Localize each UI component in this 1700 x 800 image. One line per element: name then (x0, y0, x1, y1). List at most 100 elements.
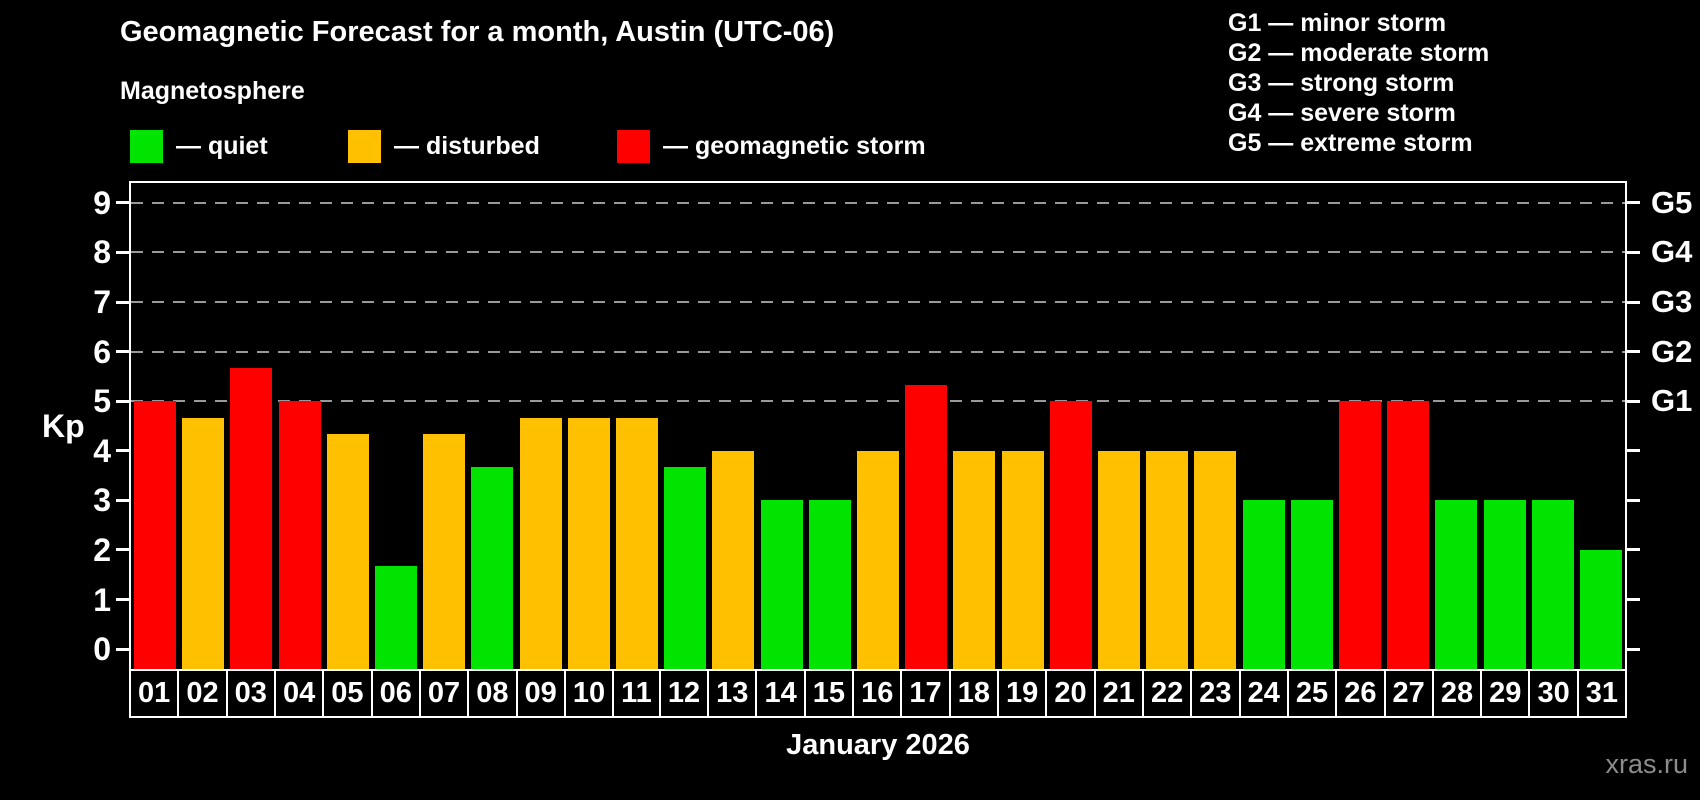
day-label-28: 28 (1431, 669, 1483, 718)
y-tick-label-2: 2 (93, 531, 111, 568)
quiet-swatch-icon (130, 130, 163, 163)
y-tick-left-1 (116, 598, 129, 602)
day-label-29: 29 (1480, 669, 1531, 718)
storm-swatch-icon (617, 130, 650, 163)
y-tick-left-6 (116, 350, 129, 354)
day-label-16: 16 (852, 669, 903, 718)
legend-label: — quiet (176, 132, 268, 160)
day-label-30: 30 (1528, 669, 1579, 718)
y-tick-right-7 (1627, 300, 1640, 304)
x-axis-day-labels: 01 02 03 04 05 06 07 08 09 10 11 12 13 14 15 16 17 18 19 20… (129, 669, 1628, 718)
day-label-11: 11 (612, 669, 661, 718)
bar-day-19 (1001, 450, 1044, 669)
y-tick-right-5 (1627, 399, 1640, 403)
right-axis-label-G1: G1 (1651, 383, 1693, 419)
bar-day-23 (1194, 450, 1237, 669)
y-tick-right-6 (1627, 350, 1640, 354)
bar-day-20 (1049, 401, 1092, 669)
legend-item-storm: — geomagnetic storm (617, 130, 926, 163)
page-title: Geomagnetic Forecast for a month, Austin… (120, 16, 835, 48)
day-label-01: 01 (129, 669, 180, 718)
g-legend-line-2: G2 — moderate storm (1228, 39, 1490, 67)
day-label-12: 12 (658, 669, 710, 718)
day-label-03: 03 (225, 669, 276, 718)
bar-day-31 (1579, 549, 1622, 669)
bar-day-14 (760, 500, 803, 669)
y-tick-label-5: 5 (93, 383, 111, 420)
y-tick-label-7: 7 (93, 284, 111, 321)
bar-day-26 (1338, 401, 1381, 669)
right-axis-label-G3: G3 (1651, 284, 1693, 320)
disturbed-swatch-icon (348, 130, 381, 163)
y-tick-right-3 (1627, 498, 1640, 502)
gridline-kp-7 (131, 301, 1625, 304)
day-label-24: 24 (1238, 669, 1289, 718)
day-label-18: 18 (948, 669, 1000, 718)
right-axis-label-G5: G5 (1651, 184, 1693, 220)
y-tick-label-4: 4 (93, 432, 111, 469)
bar-day-25 (1290, 500, 1333, 669)
day-label-26: 26 (1335, 669, 1386, 718)
bar-day-21 (1097, 450, 1140, 669)
day-label-25: 25 (1286, 669, 1338, 718)
y-tick-right-2 (1627, 548, 1640, 552)
y-tick-right-8 (1627, 250, 1640, 254)
day-label-05: 05 (322, 669, 373, 718)
y-tick-left-5 (116, 399, 129, 403)
bar-day-08 (471, 467, 514, 669)
y-tick-left-3 (116, 498, 129, 502)
day-label-14: 14 (755, 669, 806, 718)
day-label-08: 08 (467, 669, 518, 718)
day-label-07: 07 (418, 669, 470, 718)
day-label-09: 09 (515, 669, 566, 718)
y-axis-title: Kp (42, 408, 85, 444)
bar-day-01 (134, 401, 177, 669)
y-tick-label-6: 6 (93, 333, 111, 370)
y-tick-right-4 (1627, 449, 1640, 453)
g-legend-line-4: G4 — severe storm (1228, 99, 1456, 127)
bar-day-11 (616, 417, 659, 669)
gridline-kp-5 (131, 400, 1625, 403)
bar-day-09 (519, 417, 562, 669)
bar-day-29 (1483, 500, 1526, 669)
legend-item-quiet: — quiet (130, 130, 268, 163)
day-label-20: 20 (1045, 669, 1096, 718)
y-tick-label-0: 0 (93, 631, 111, 668)
day-label-15: 15 (803, 669, 855, 718)
magnetosphere-subtitle: Magnetosphere (120, 77, 305, 105)
day-label-17: 17 (900, 669, 951, 718)
y-tick-label-1: 1 (93, 581, 111, 618)
g-scale-legend: G1 — minor storm G2 — moderate storm G3 — … (1228, 8, 1489, 158)
day-label-10: 10 (563, 669, 615, 718)
x-axis-title: January 2026 (786, 729, 970, 761)
bar-day-28 (1435, 500, 1478, 669)
day-label-27: 27 (1383, 669, 1434, 718)
day-label-06: 06 (370, 669, 421, 718)
legend-item-disturbed: — disturbed (348, 130, 540, 163)
y-tick-right-1 (1627, 598, 1640, 602)
bar-day-15 (808, 500, 851, 669)
gridline-kp-8 (131, 251, 1625, 254)
watermark: xras.ru (1605, 749, 1688, 779)
bar-day-06 (375, 566, 418, 669)
y-tick-left-2 (116, 548, 129, 552)
day-label-02: 02 (177, 669, 228, 718)
bar-day-16 (857, 450, 899, 669)
y-tick-label-9: 9 (93, 184, 111, 221)
bar-day-22 (1146, 450, 1189, 669)
gridline-kp-6 (131, 350, 1625, 353)
legend-label: — geomagnetic storm (663, 132, 926, 160)
y-tick-label-3: 3 (93, 482, 111, 519)
g-legend-line-5: G5 — extreme storm (1228, 129, 1473, 157)
y-tick-left-9 (116, 201, 129, 205)
bar-day-02 (182, 417, 225, 669)
y-tick-right-9 (1627, 201, 1640, 205)
day-label-31: 31 (1576, 669, 1628, 718)
bar-day-03 (230, 367, 273, 669)
y-tick-left-7 (116, 300, 129, 304)
bar-day-30 (1531, 500, 1574, 669)
legend-label: — disturbed (394, 132, 540, 160)
y-tick-left-4 (116, 449, 129, 453)
bar-day-18 (953, 450, 996, 669)
